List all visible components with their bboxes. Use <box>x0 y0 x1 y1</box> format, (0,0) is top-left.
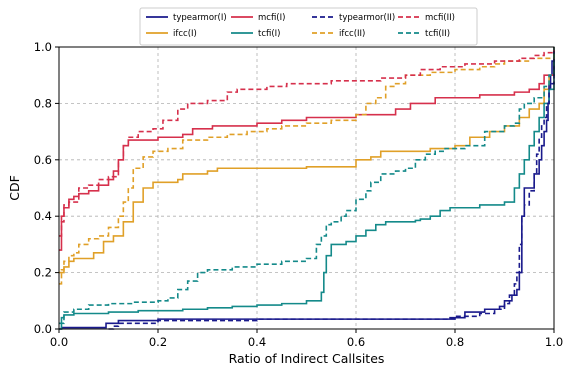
series-line-tcfi-ii <box>59 47 555 325</box>
y-axis-label: CDF <box>7 175 22 201</box>
x-tick-label: 0.2 <box>149 335 167 349</box>
series-line-typearmor-ii <box>108 47 555 330</box>
legend-box <box>139 7 478 46</box>
x-tick-label: 1.0 <box>545 335 563 349</box>
legend-label: mcfi(II) <box>425 13 455 23</box>
legend-label: tcfi(II) <box>425 29 450 39</box>
series-line-mcfi-i <box>59 49 555 251</box>
legend-label: typearmor(I) <box>173 13 227 23</box>
y-tick-label: 0.6 <box>34 153 52 167</box>
series-line-tcfi-i <box>59 52 555 330</box>
x-tick-label: 0.0 <box>50 335 68 349</box>
axis-ticks: 0.0 0.2 0.4 0.6 0.8 1.0 0.0 0.2 0.4 0.6 0.8 1.0 <box>34 40 563 349</box>
legend-label: ifcc(I) <box>173 29 197 39</box>
y-tick-label: 0.2 <box>34 266 52 280</box>
series-lines <box>59 47 555 330</box>
legend-label: typearmor(II) <box>339 13 395 23</box>
y-tick-label: 1.0 <box>34 40 52 54</box>
x-axis-label: Ratio of Indirect Callsites <box>229 351 385 366</box>
series-line-ifcc-ii <box>59 47 555 285</box>
legend-label: tcfi(I) <box>258 29 281 39</box>
x-tick-label: 0.4 <box>248 335 266 349</box>
legend-label: ifcc(II) <box>339 29 365 39</box>
x-tick-label: 0.6 <box>347 335 365 349</box>
plot-frame <box>58 46 555 330</box>
series-line-mcfi-ii <box>59 47 555 237</box>
y-tick-label: 0.8 <box>34 96 52 110</box>
legend-label: mcfi(I) <box>258 13 285 23</box>
y-tick-label: 0.4 <box>34 209 52 223</box>
y-tick-label: 0.0 <box>34 322 52 336</box>
x-tick-label: 0.8 <box>446 335 464 349</box>
legend: typearmor(I) ifcc(I) mcfi(I) tcfi(I) typearm… <box>139 7 478 46</box>
